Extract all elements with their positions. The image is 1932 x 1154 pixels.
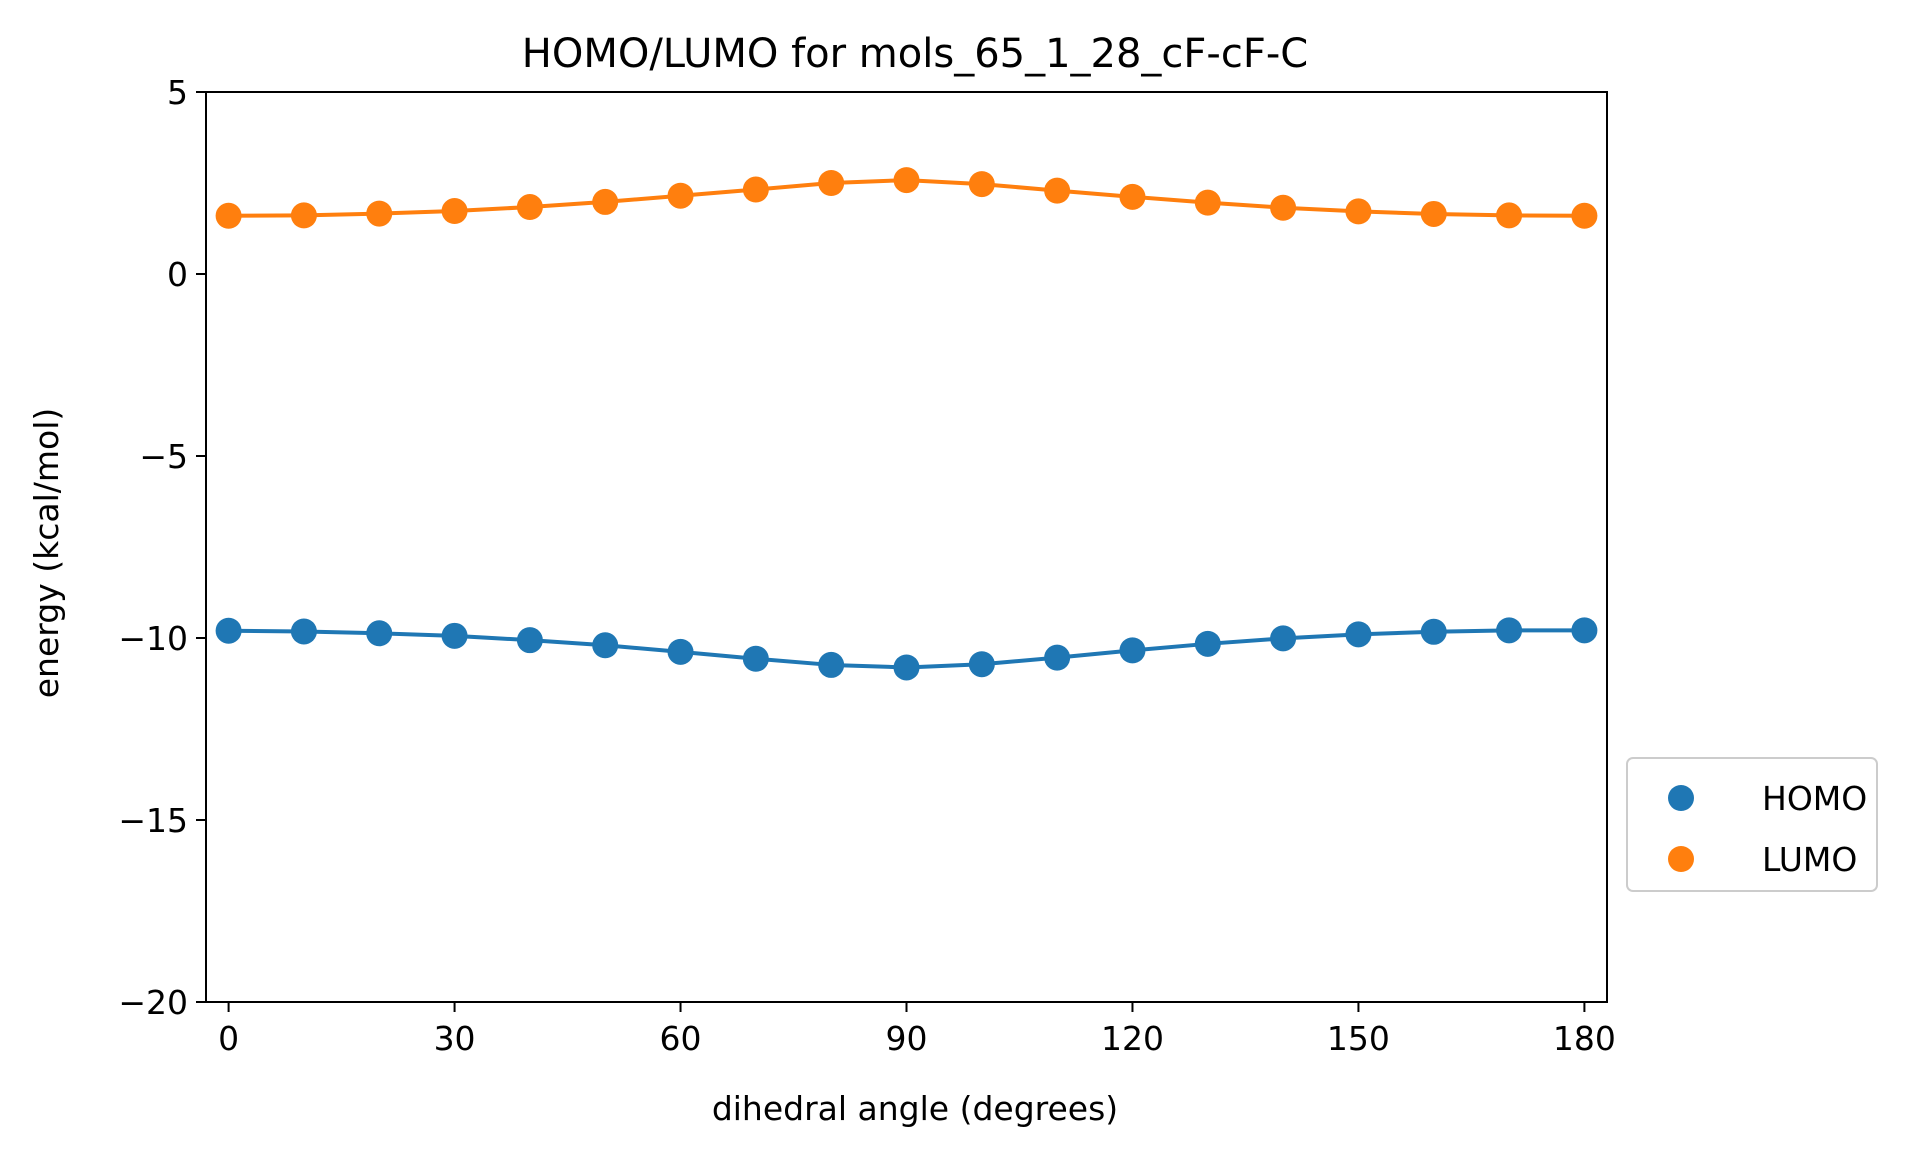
homo-point (968, 651, 995, 678)
lumo-point (818, 170, 845, 196)
legend: HOMO LUMO (1626, 757, 1878, 892)
homo-point (893, 654, 920, 681)
homo-point (1496, 617, 1523, 644)
homo-point (667, 638, 694, 665)
x-tick-label: 150 (1327, 1019, 1390, 1058)
x-tick-label: 0 (218, 1019, 239, 1058)
x-tick-label: 30 (434, 1019, 476, 1058)
lumo-point (1571, 202, 1598, 229)
lumo-point (215, 202, 242, 229)
y-tick-label: −10 (118, 619, 188, 658)
lumo-point (1044, 177, 1071, 204)
x-axis-label: dihedral angle (degrees) (712, 1089, 1118, 1128)
x-tick-label: 180 (1553, 1019, 1616, 1058)
homo-point (290, 618, 317, 645)
lumo-point (1270, 194, 1297, 221)
y-axis-label: energy (kcal/mol) (27, 408, 66, 699)
lumo-point (592, 188, 619, 215)
homo-point (1345, 621, 1372, 648)
homo-point (592, 632, 619, 659)
lumo-point (1496, 202, 1523, 229)
homo-point (1119, 637, 1146, 664)
x-tick-label: 120 (1101, 1019, 1164, 1058)
homo-point (516, 627, 543, 654)
homo-point (742, 645, 769, 672)
lumo-point (290, 202, 317, 229)
lumo-point (667, 182, 694, 209)
lumo-point (893, 167, 920, 194)
homo-point (1044, 644, 1071, 671)
y-tick-label: 5 (167, 73, 188, 112)
lumo-point (1420, 200, 1447, 227)
lumo-point (516, 194, 543, 221)
lumo-point (968, 171, 995, 198)
legend-label-lumo: LUMO (1762, 840, 1857, 879)
lumo-point (1345, 198, 1372, 225)
legend-label-homo: HOMO (1762, 779, 1867, 818)
homo-point (441, 622, 468, 649)
legend-marker-homo (1668, 785, 1694, 811)
homo-point (1420, 618, 1447, 645)
lumo-point (366, 200, 393, 227)
y-tick-label: 0 (167, 255, 188, 294)
lumo-point (1194, 189, 1221, 216)
x-tick-label: 60 (660, 1019, 702, 1058)
plot-area: 0 30 60 90 120 150 180 −20 −15 −10 −5 0 5 (118, 73, 1616, 1058)
y-tick-label: −5 (139, 437, 188, 476)
legend-marker-lumo (1668, 846, 1694, 872)
homo-point (215, 617, 242, 644)
lumo-point (742, 176, 769, 203)
chart-title: HOMO/LUMO for mols_65_1_28_cF-cF-C (522, 31, 1308, 77)
y-tick-label: −15 (118, 801, 188, 840)
lumo-point (1119, 183, 1146, 210)
y-tick-label: −20 (118, 983, 188, 1022)
homo-point (366, 620, 393, 647)
x-tick-label: 90 (886, 1019, 928, 1058)
homo-point (1194, 630, 1221, 657)
homo-point (1270, 625, 1297, 652)
lumo-point (441, 198, 468, 225)
homo-point (1571, 617, 1598, 644)
homo-point (818, 651, 845, 678)
